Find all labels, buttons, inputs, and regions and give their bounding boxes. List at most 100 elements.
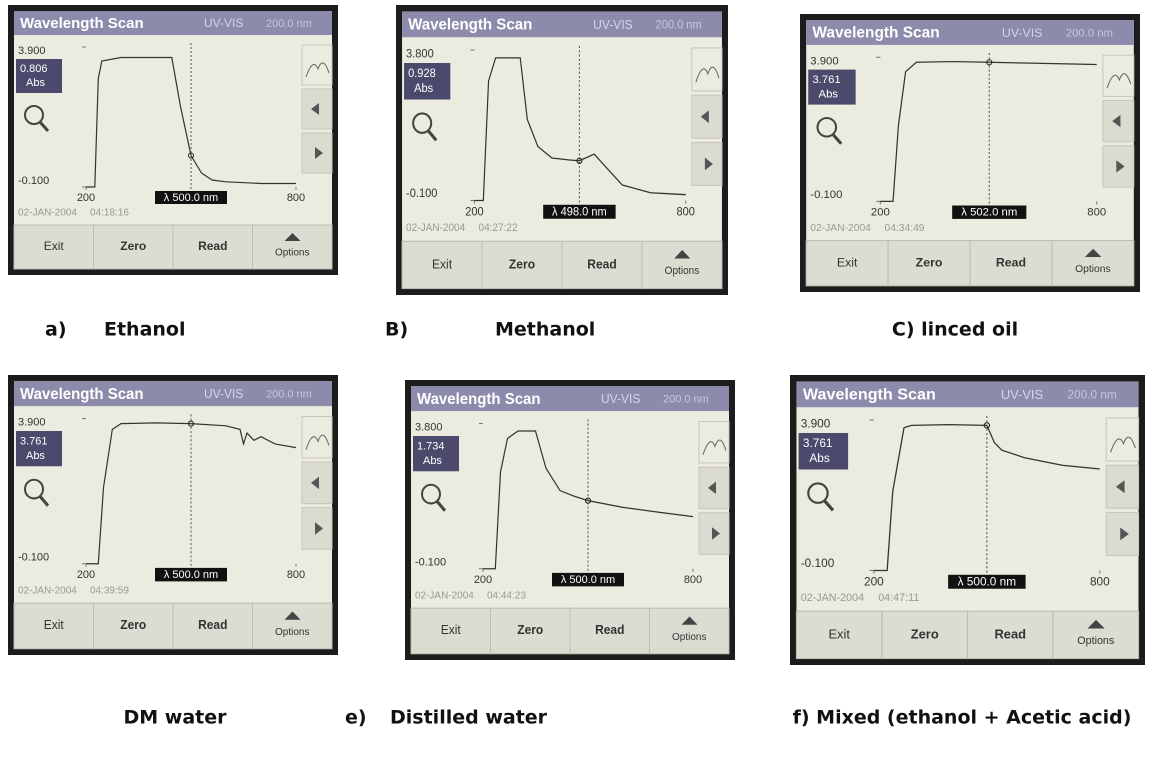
date: 02-JAN-2004 bbox=[18, 208, 77, 219]
button-label: Exit bbox=[441, 623, 462, 637]
button-label: Read bbox=[198, 618, 227, 632]
cursor-label: λ 500.0 nm bbox=[958, 574, 1017, 588]
reading-value: 3.761 bbox=[812, 74, 840, 86]
reading-value: 0.928 bbox=[408, 68, 436, 80]
side-button bbox=[302, 45, 332, 85]
device-screen: Wavelength Scan UV-VIS 200.0 nm 3.900 -0.100… bbox=[800, 14, 1140, 292]
screen-title: Wavelength Scan bbox=[20, 15, 144, 32]
side-button bbox=[1103, 55, 1134, 96]
figure: Wavelength Scan UV-VIS 200.0 nm 3.900 -0.100… bbox=[0, 0, 1149, 755]
reading-unit: Abs bbox=[819, 88, 839, 100]
x-tick-label: 800 bbox=[677, 206, 695, 218]
date: 02-JAN-2004 bbox=[415, 590, 474, 601]
time: 04:39:59 bbox=[90, 585, 129, 596]
time: 04:47:11 bbox=[878, 592, 919, 604]
caption: f) Mixed (ethanol + Acetic acid) bbox=[793, 707, 1132, 729]
button-label: Options bbox=[1077, 635, 1114, 647]
reading-value: 0.806 bbox=[20, 63, 48, 75]
x-tick-label: 200 bbox=[77, 192, 95, 204]
caption: Ethanol bbox=[104, 319, 186, 341]
x-tick-label: 200 bbox=[77, 569, 95, 581]
cursor-label: λ 498.0 nm bbox=[552, 206, 607, 218]
button-label: Read bbox=[995, 626, 1027, 641]
button-label: Read bbox=[595, 623, 624, 637]
y-tick-label: 3.800 bbox=[415, 422, 442, 434]
caption: C) linced oil bbox=[892, 319, 1018, 341]
button-label: Options bbox=[665, 266, 700, 277]
y-tick-label: -0.100 bbox=[406, 188, 437, 200]
mode: UV-VIS bbox=[1002, 26, 1042, 40]
y-tick-label: 3.900 bbox=[18, 417, 45, 429]
mode: UV-VIS bbox=[204, 387, 243, 401]
mode: UV-VIS bbox=[593, 17, 633, 31]
button-label: Zero bbox=[916, 255, 943, 269]
mode: UV-VIS bbox=[1001, 387, 1043, 402]
date: 02-JAN-2004 bbox=[18, 585, 77, 596]
cursor-label: λ 500.0 nm bbox=[561, 574, 615, 586]
button-label: Read bbox=[587, 257, 616, 271]
x-tick-label: 200 bbox=[474, 574, 492, 586]
button-label: Options bbox=[672, 632, 706, 643]
y-tick-label: 3.900 bbox=[801, 417, 831, 431]
reading-value: 3.761 bbox=[803, 436, 833, 450]
button-label: Options bbox=[1075, 264, 1110, 275]
x-tick-label: 800 bbox=[1087, 207, 1106, 219]
y-tick-label: 3.800 bbox=[406, 48, 434, 60]
caption-letter: B) bbox=[385, 319, 408, 341]
wavelength-setting: 200.0 nm bbox=[663, 394, 709, 406]
reading-value: 3.761 bbox=[20, 435, 47, 447]
button-label: Read bbox=[198, 239, 227, 253]
device-screen: Wavelength Scan UV-VIS 200.0 nm 3.800 -0.100… bbox=[396, 5, 728, 295]
button-label: Exit bbox=[432, 257, 453, 271]
reading-unit: Abs bbox=[809, 451, 829, 465]
x-tick-label: 800 bbox=[1090, 574, 1110, 588]
date: 02-JAN-2004 bbox=[810, 223, 871, 234]
date: 02-JAN-2004 bbox=[406, 223, 465, 234]
button-label: Exit bbox=[44, 618, 65, 632]
x-tick-label: 800 bbox=[287, 192, 305, 204]
screen-title: Wavelength Scan bbox=[417, 391, 541, 408]
screen-title: Wavelength Scan bbox=[20, 386, 144, 403]
y-tick-label: -0.100 bbox=[801, 556, 835, 570]
bottom-button[interactable] bbox=[642, 241, 722, 288]
y-tick-label: 3.900 bbox=[810, 55, 838, 67]
reading-value: 1.734 bbox=[417, 440, 444, 452]
button-label: Read bbox=[996, 255, 1026, 269]
time: 04:44:23 bbox=[487, 590, 526, 601]
caption-letter: a) bbox=[45, 319, 67, 341]
caption: DM water bbox=[123, 707, 227, 729]
caption: Methanol bbox=[495, 319, 595, 341]
button-label: Zero bbox=[509, 257, 535, 271]
screen-title: Wavelength Scan bbox=[803, 386, 936, 404]
side-button bbox=[692, 48, 722, 91]
button-label: Options bbox=[275, 248, 309, 259]
button-label: Exit bbox=[828, 626, 850, 641]
cursor-label: λ 500.0 nm bbox=[164, 569, 218, 581]
device-screen: Wavelength Scan UV-VIS 200.0 nm 3.900 -0.100… bbox=[790, 375, 1145, 665]
y-tick-label: -0.100 bbox=[810, 189, 842, 201]
mode: UV-VIS bbox=[601, 392, 640, 406]
caption: Distilled water bbox=[390, 707, 548, 729]
reading-unit: Abs bbox=[414, 83, 433, 95]
wavelength-setting: 200.0 nm bbox=[1066, 28, 1113, 40]
x-tick-label: 200 bbox=[465, 206, 483, 218]
y-tick-label: -0.100 bbox=[415, 556, 446, 568]
time: 04:27:22 bbox=[478, 223, 517, 234]
x-tick-label: 800 bbox=[287, 569, 305, 581]
y-tick-label: -0.100 bbox=[18, 551, 49, 563]
side-button bbox=[302, 416, 332, 457]
mode: UV-VIS bbox=[204, 16, 243, 30]
reading-unit: Abs bbox=[423, 455, 442, 467]
screen-title: Wavelength Scan bbox=[812, 25, 939, 42]
button-label: Zero bbox=[120, 239, 146, 253]
button-label: Zero bbox=[517, 623, 543, 637]
screen-title: Wavelength Scan bbox=[408, 16, 532, 34]
button-label: Exit bbox=[837, 255, 858, 269]
wavelength-setting: 200.0 nm bbox=[656, 19, 702, 31]
device-screen: Wavelength Scan UV-VIS 200.0 nm 3.800 -0.100… bbox=[405, 380, 735, 660]
button-label: Exit bbox=[44, 239, 65, 253]
x-tick-label: 200 bbox=[864, 574, 884, 588]
wavelength-setting: 200.0 nm bbox=[1068, 388, 1117, 402]
cursor-label: λ 502.0 nm bbox=[961, 207, 1017, 219]
